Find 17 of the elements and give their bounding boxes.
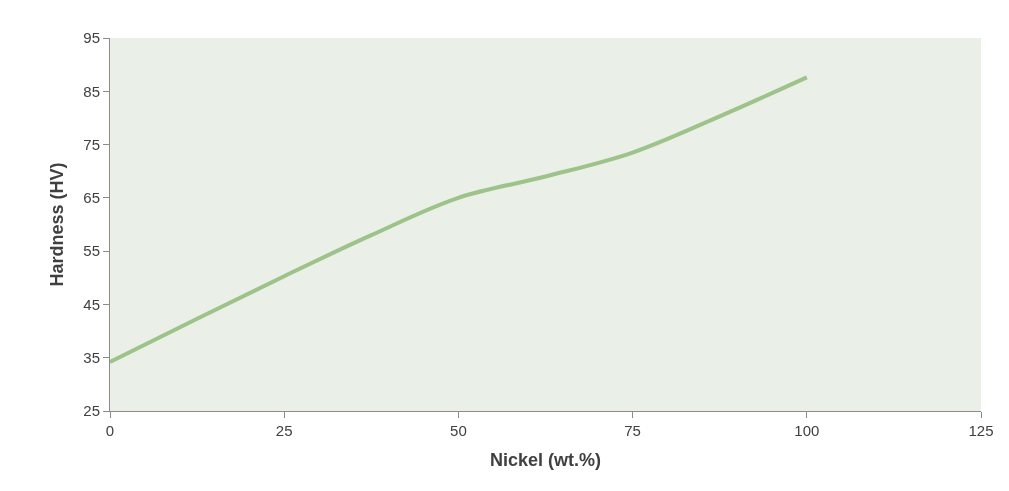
y-tick-label: 45 [83, 295, 100, 313]
x-tick-label: 75 [624, 422, 641, 439]
x-tick-label: 25 [275, 422, 293, 439]
y-tick-label: 85 [83, 82, 100, 100]
y-tick-label: 75 [83, 135, 100, 153]
y-tick-label: 35 [83, 348, 100, 366]
y-axis-title: Hardness (HV) [46, 162, 67, 287]
y-tick-label: 25 [83, 402, 100, 420]
y-tick-label: 95 [83, 29, 100, 47]
x-tick-label: 100 [794, 422, 820, 439]
line-series [110, 75, 809, 364]
y-tick-label: 65 [83, 189, 100, 207]
x-tick-label: 125 [968, 422, 994, 439]
x-tick-label: 0 [105, 422, 115, 439]
x-axis-title: Nickel (wt.%) [489, 450, 602, 471]
x-tick-label: 50 [450, 422, 467, 439]
y-tick-label: 55 [83, 242, 100, 260]
